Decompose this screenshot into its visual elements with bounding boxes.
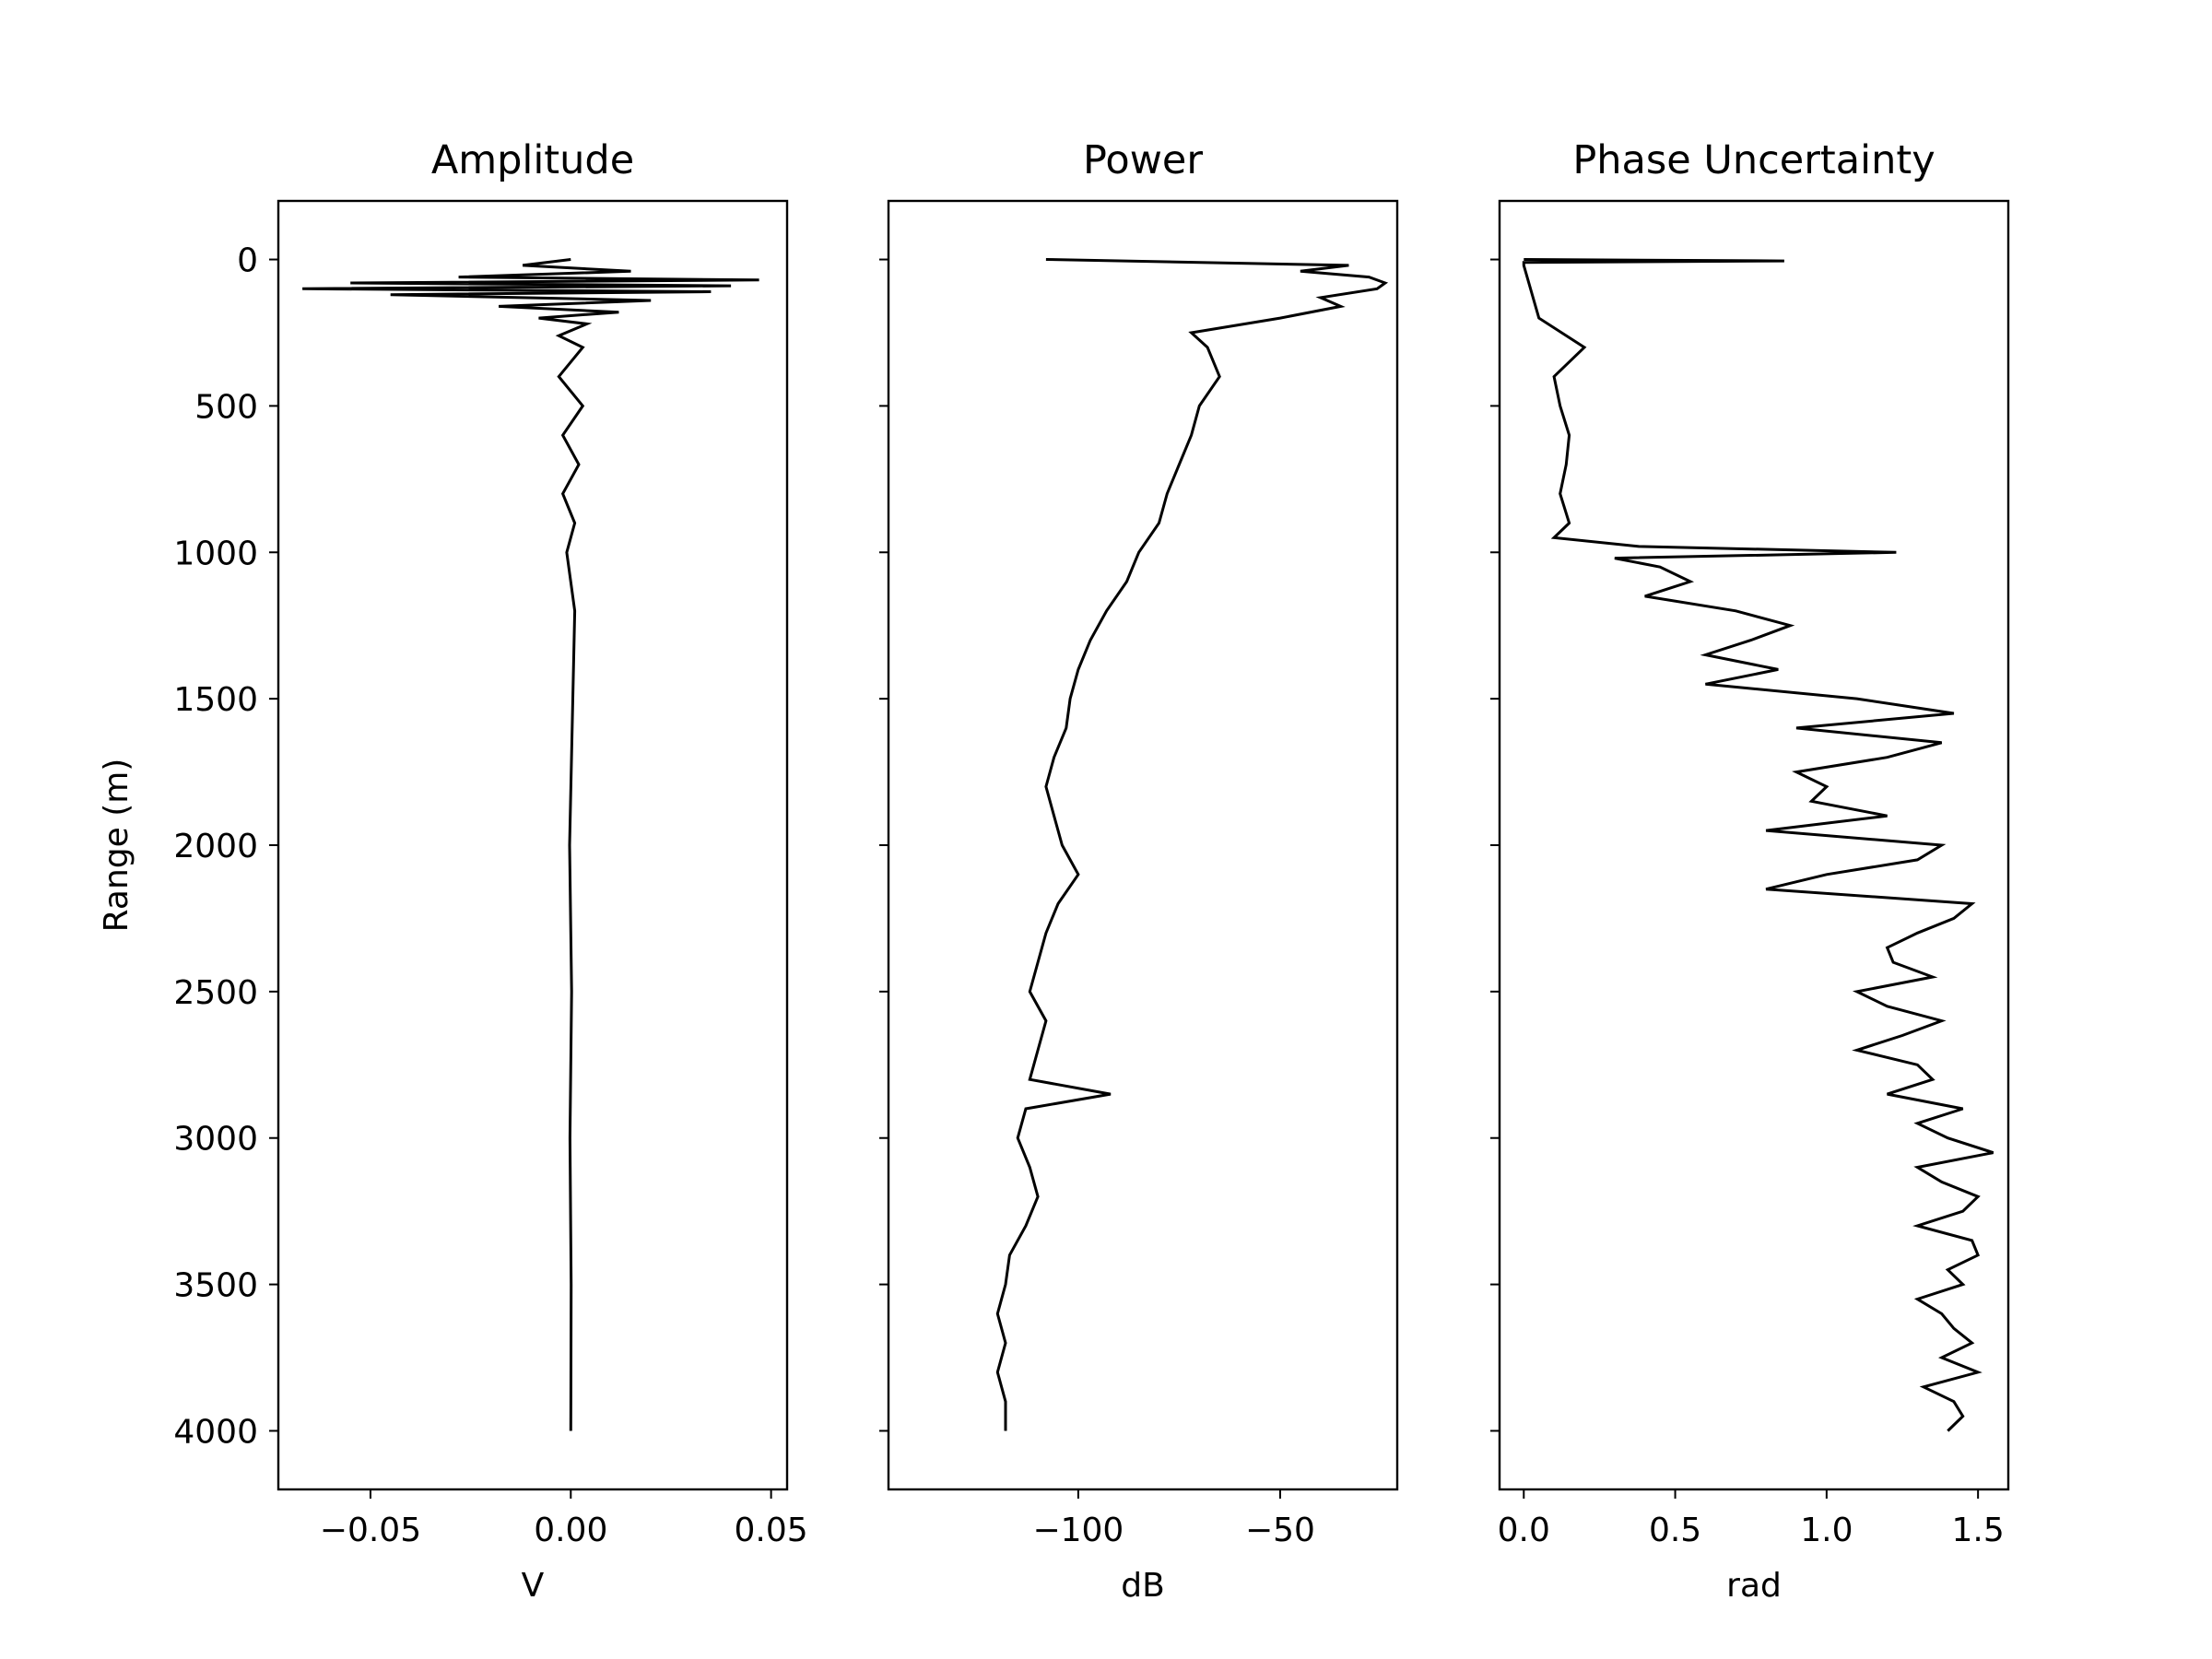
- amplitude-y-tick-label: 3500: [173, 1267, 258, 1305]
- phase-uncertainty-x-tick-label: 1.0: [1800, 1512, 1853, 1549]
- amplitude-x-tick-label: 0.05: [735, 1512, 808, 1549]
- amplitude-y-tick-label: 1500: [173, 681, 258, 719]
- phase-uncertainty-x-tick-label: 0.5: [1649, 1512, 1701, 1549]
- phase-uncertainty-x-tick-label: 0.0: [1498, 1512, 1550, 1549]
- amplitude-y-label: Range (m): [98, 759, 135, 933]
- phase-uncertainty-x-tick-label: 1.5: [1952, 1512, 2005, 1549]
- power-x-label: dB: [1121, 1567, 1165, 1605]
- amplitude-x-tick-label: 0.00: [534, 1512, 607, 1549]
- amplitude-x-label: V: [522, 1567, 545, 1605]
- amplitude-title: Amplitude: [431, 137, 634, 183]
- power-title: Power: [1083, 137, 1203, 183]
- amplitude-x-tick-label: −0.05: [320, 1512, 421, 1549]
- amplitude-y-tick-label: 2500: [173, 974, 258, 1012]
- amplitude-y-tick-label: 500: [194, 388, 258, 426]
- amplitude-y-tick-label: 3000: [173, 1121, 258, 1159]
- power-x-tick-label: −100: [1032, 1512, 1124, 1549]
- amplitude-y-tick-label: 0: [237, 242, 258, 280]
- amplitude-y-tick-label: 4000: [173, 1413, 258, 1451]
- phase-uncertainty-x-label: rad: [1726, 1567, 1782, 1605]
- phase-uncertainty-title: Phase Uncertainty: [1572, 137, 1935, 183]
- power-x-tick-label: −50: [1245, 1512, 1315, 1549]
- amplitude-y-tick-label: 1000: [173, 535, 258, 572]
- amplitude-y-tick-label: 2000: [173, 828, 258, 865]
